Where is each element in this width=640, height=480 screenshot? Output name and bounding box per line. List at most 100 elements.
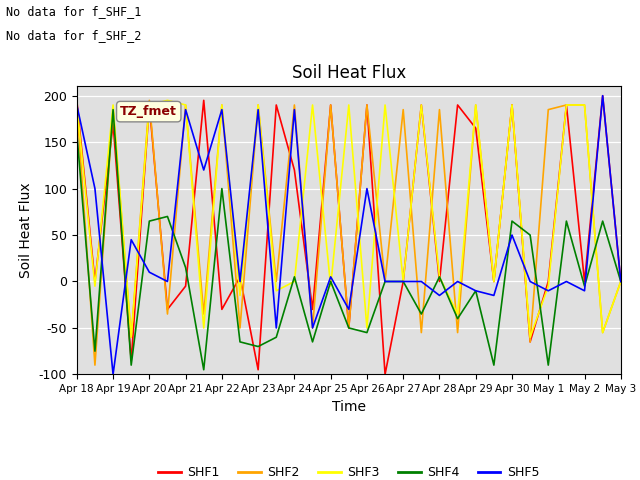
SHF4 <box>182 264 189 270</box>
Line: SHF1: SHF1 <box>77 96 621 374</box>
SHF2 <box>436 107 444 112</box>
SHF3 <box>580 102 588 108</box>
SHF5 <box>236 278 244 284</box>
SHF3 <box>599 330 607 336</box>
SHF4 <box>490 362 498 368</box>
SHF4 <box>73 130 81 136</box>
SHF3 <box>417 102 425 108</box>
SHF4 <box>417 311 425 317</box>
SHF3 <box>182 102 189 108</box>
SHF4 <box>454 316 461 322</box>
SHF5 <box>454 278 461 284</box>
SHF4 <box>563 218 570 224</box>
SHF1 <box>109 120 117 126</box>
SHF4 <box>526 232 534 238</box>
SHF5 <box>399 278 407 284</box>
SHF3 <box>91 283 99 289</box>
SHF5 <box>363 186 371 192</box>
SHF2 <box>490 278 498 284</box>
SHF2 <box>454 330 461 336</box>
SHF1 <box>254 367 262 372</box>
SHF3 <box>164 97 172 103</box>
SHF5 <box>254 107 262 112</box>
Line: SHF5: SHF5 <box>77 96 621 374</box>
SHF4 <box>91 348 99 354</box>
SHF3 <box>127 335 135 340</box>
SHF1 <box>145 102 153 108</box>
SHF2 <box>563 102 570 108</box>
SHF1 <box>327 102 335 108</box>
SHF5 <box>381 278 389 284</box>
SHF3 <box>236 292 244 298</box>
SHF4 <box>236 339 244 345</box>
SHF1 <box>91 278 99 284</box>
SHF2 <box>399 107 407 112</box>
SHF1 <box>563 102 570 108</box>
SHF4 <box>291 274 298 280</box>
SHF2 <box>417 330 425 336</box>
SHF3 <box>291 278 298 284</box>
SHF5 <box>417 278 425 284</box>
SHF2 <box>73 102 81 108</box>
SHF1 <box>545 278 552 284</box>
SHF3 <box>327 283 335 289</box>
SHF5 <box>599 93 607 98</box>
SHF5 <box>218 107 226 112</box>
SHF4 <box>599 218 607 224</box>
SHF2 <box>308 325 316 331</box>
SHF3 <box>381 102 389 108</box>
SHF2 <box>145 97 153 103</box>
SHF1 <box>308 307 316 312</box>
SHF2 <box>327 102 335 108</box>
SHF3 <box>545 283 552 289</box>
SHF1 <box>164 307 172 312</box>
SHF1 <box>454 102 461 108</box>
SHF2 <box>291 102 298 108</box>
Line: SHF2: SHF2 <box>77 100 621 365</box>
SHF3 <box>254 102 262 108</box>
SHF5 <box>73 102 81 108</box>
SHF4 <box>254 344 262 349</box>
SHF2 <box>273 278 280 284</box>
SHF2 <box>363 102 371 108</box>
SHF4 <box>363 330 371 336</box>
SHF5 <box>109 372 117 377</box>
SHF3 <box>508 102 516 108</box>
SHF3 <box>109 102 117 108</box>
SHF5 <box>127 237 135 242</box>
Legend: SHF1, SHF2, SHF3, SHF4, SHF5: SHF1, SHF2, SHF3, SHF4, SHF5 <box>154 461 544 480</box>
SHF4 <box>381 278 389 284</box>
SHF5 <box>508 232 516 238</box>
SHF3 <box>145 102 153 108</box>
SHF4 <box>327 278 335 284</box>
SHF2 <box>526 339 534 345</box>
SHF4 <box>580 283 588 289</box>
SHF5 <box>345 307 353 312</box>
SHF1 <box>218 307 226 312</box>
SHF4 <box>308 339 316 345</box>
SHF1 <box>200 97 207 103</box>
SHF1 <box>526 339 534 345</box>
SHF1 <box>617 278 625 284</box>
SHF5 <box>436 292 444 298</box>
SHF5 <box>273 325 280 331</box>
SHF2 <box>254 102 262 108</box>
SHF3 <box>345 102 353 108</box>
SHF5 <box>327 274 335 280</box>
SHF5 <box>545 288 552 294</box>
SHF5 <box>617 278 625 284</box>
SHF5 <box>308 325 316 331</box>
SHF1 <box>236 274 244 280</box>
SHF1 <box>436 278 444 284</box>
SHF4 <box>472 288 479 294</box>
SHF1 <box>490 278 498 284</box>
SHF3 <box>363 325 371 331</box>
SHF4 <box>200 367 207 372</box>
SHF4 <box>345 325 353 331</box>
SHF4 <box>508 218 516 224</box>
Y-axis label: Soil Heat Flux: Soil Heat Flux <box>19 182 33 278</box>
SHF5 <box>563 278 570 284</box>
SHF1 <box>127 358 135 363</box>
SHF4 <box>273 335 280 340</box>
SHF5 <box>145 269 153 275</box>
